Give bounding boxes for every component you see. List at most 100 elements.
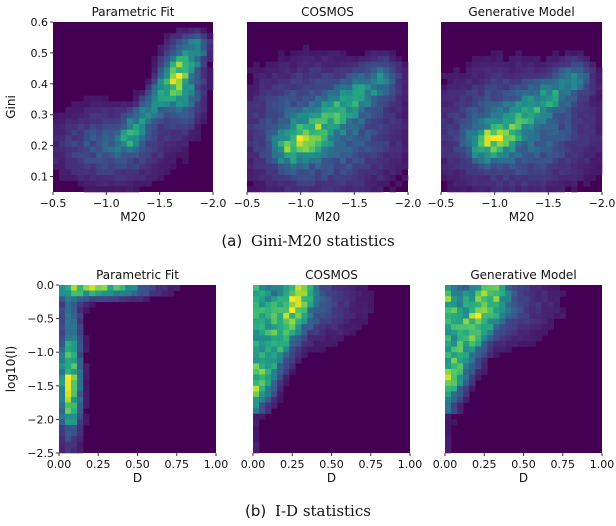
heatmap-cells bbox=[441, 50, 603, 193]
heatmap-cell bbox=[595, 146, 603, 153]
heatmap-cell bbox=[182, 33, 189, 40]
heatmap-cell bbox=[301, 346, 308, 353]
heatmap-cell bbox=[271, 186, 279, 193]
heatmap-cell bbox=[83, 301, 90, 308]
heatmap-cell bbox=[71, 380, 78, 387]
heatmap-cell bbox=[71, 447, 78, 454]
heatmap-cell bbox=[346, 112, 353, 119]
heatmap-cell bbox=[484, 101, 491, 108]
heatmap-cell bbox=[139, 95, 146, 102]
heatmap-cell bbox=[319, 301, 326, 308]
heatmap-cell bbox=[447, 107, 454, 113]
heatmap-cell bbox=[515, 124, 522, 130]
heatmap-cell bbox=[502, 73, 510, 79]
heatmap-cell bbox=[265, 158, 273, 164]
heatmap-cell bbox=[465, 186, 473, 193]
heatmap-cell bbox=[457, 307, 464, 314]
heatmap-cell bbox=[265, 313, 272, 319]
heatmap-cell bbox=[509, 163, 516, 170]
heatmap-cell bbox=[377, 152, 384, 159]
heatmap-cell bbox=[395, 73, 403, 79]
heatmap-cell bbox=[339, 124, 347, 130]
heatmap-cell bbox=[265, 169, 273, 176]
heatmap-cell bbox=[571, 90, 578, 96]
heatmap-cell bbox=[302, 186, 310, 193]
heatmap-cell bbox=[564, 95, 572, 102]
heatmap-cell bbox=[558, 61, 566, 68]
heatmap-cells bbox=[59, 285, 181, 454]
heatmap-cell bbox=[496, 169, 504, 176]
heatmap-cell bbox=[493, 324, 500, 331]
heatmap-cell bbox=[364, 146, 372, 153]
heatmap-cell bbox=[457, 301, 464, 308]
heatmap-cell bbox=[517, 301, 524, 308]
heatmap-cell bbox=[541, 285, 548, 291]
heatmap-cell bbox=[253, 402, 260, 409]
heatmap-cell bbox=[457, 313, 464, 319]
heatmap-cell bbox=[558, 169, 566, 176]
heatmap-cell bbox=[475, 329, 482, 336]
heatmap-cell bbox=[333, 169, 341, 176]
heatmap-cell bbox=[333, 61, 341, 68]
heatmap-cell bbox=[352, 107, 359, 113]
heatmap-cell bbox=[77, 112, 85, 119]
heatmap-cell bbox=[465, 78, 473, 85]
y-tick-label: −1.5 bbox=[27, 380, 54, 393]
heatmap-cell bbox=[377, 129, 384, 136]
heatmap-cell bbox=[496, 78, 504, 85]
heatmap-cell bbox=[161, 290, 168, 297]
heatmap-cell bbox=[471, 129, 479, 136]
heatmap-cell bbox=[564, 112, 572, 119]
heatmap-cell bbox=[445, 374, 452, 381]
heatmap-cell bbox=[114, 129, 121, 136]
heatmap-cell bbox=[377, 73, 384, 79]
heatmap-cell bbox=[277, 73, 285, 79]
heatmap-cell bbox=[65, 301, 72, 308]
heatmap-cell bbox=[253, 307, 260, 314]
heatmap-cell bbox=[289, 369, 296, 375]
heatmap-cell bbox=[319, 307, 326, 314]
heatmap-cell bbox=[459, 146, 467, 153]
heatmap-cell bbox=[471, 118, 479, 125]
heatmap-cell bbox=[53, 152, 60, 159]
heatmap-cell bbox=[502, 90, 510, 96]
heatmap-cell bbox=[389, 163, 396, 170]
heatmap-cell bbox=[583, 124, 590, 130]
heatmap-cell bbox=[505, 307, 512, 314]
heatmap-cell bbox=[265, 346, 272, 353]
heatmap-cell bbox=[259, 357, 266, 364]
heatmap-cells bbox=[247, 44, 409, 193]
heatmap-cell bbox=[133, 158, 140, 164]
heatmap-cell bbox=[521, 163, 528, 170]
heatmap-cell bbox=[315, 107, 322, 113]
heatmap-cell bbox=[247, 67, 254, 74]
heatmap-cell bbox=[325, 290, 332, 297]
heatmap-cell bbox=[108, 135, 115, 142]
heatmap-cell bbox=[577, 78, 584, 85]
heatmap-cell bbox=[358, 186, 365, 193]
heatmap-cell bbox=[401, 124, 409, 130]
heatmap-cell bbox=[271, 363, 278, 370]
heatmap-cell bbox=[313, 329, 320, 336]
heatmap-cell bbox=[521, 78, 528, 85]
heatmap-cell bbox=[595, 141, 603, 147]
heatmap-cell bbox=[188, 39, 195, 45]
heatmap-cell bbox=[253, 285, 260, 291]
heatmap-cell bbox=[559, 290, 567, 297]
heatmap-cell bbox=[463, 329, 470, 336]
heatmap-cell bbox=[383, 61, 390, 68]
heatmap-cell bbox=[188, 112, 195, 119]
heatmap-cell bbox=[339, 118, 347, 125]
heatmap-cell bbox=[247, 112, 254, 119]
heatmap-cell bbox=[558, 67, 566, 74]
heatmap-cell bbox=[265, 95, 273, 102]
heatmap-cell bbox=[284, 175, 291, 181]
x-tick-label: −1.0 bbox=[287, 197, 314, 210]
heatmap-cell bbox=[289, 313, 296, 319]
heatmap-cell bbox=[364, 169, 372, 176]
heatmap-cell bbox=[290, 61, 297, 68]
heatmap-cell bbox=[463, 346, 470, 353]
heatmap-cell bbox=[277, 56, 285, 62]
heatmap-cell bbox=[71, 408, 78, 415]
heatmap-cell bbox=[540, 101, 547, 108]
